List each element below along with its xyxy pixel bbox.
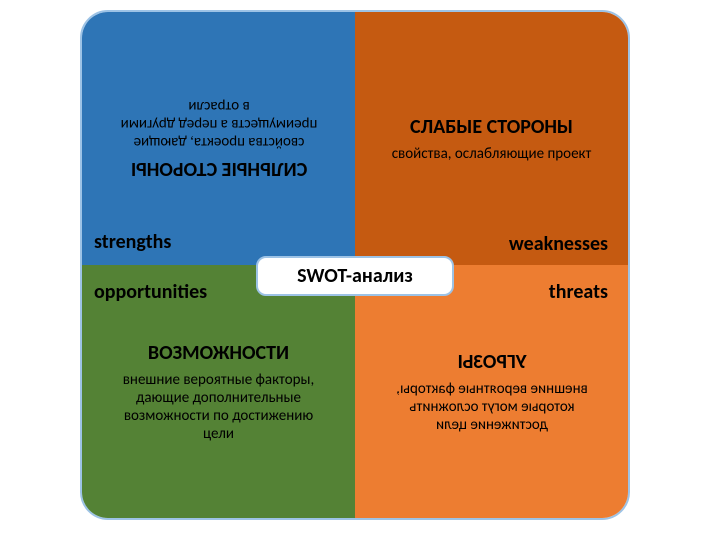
center-label: SWOT-анализ — [256, 256, 454, 296]
opportunities-title: ВОЗМОЖНОСТИ — [148, 341, 289, 365]
label-weaknesses-en: weaknesses — [509, 232, 608, 256]
threats-desc: внешние вероятные факторы, которые могут… — [392, 380, 592, 434]
weaknesses-title: СЛАБЫЕ СТОРОНЫ — [410, 115, 573, 139]
quadrant-weaknesses: СЛАБЫЕ СТОРОНЫ свойства, ослабляющие про… — [355, 12, 628, 265]
label-threats-en: threats — [549, 280, 608, 304]
strengths-desc: свойства проекта, дающие преимуществ а п… — [119, 97, 319, 151]
quadrant-strengths: СИЛЬНЫЕ СТОРОНЫ свойства проекта, дающие… — [82, 12, 355, 265]
label-opportunities-en: opportunities — [94, 280, 207, 304]
threats-title: УГРОЗЫ — [457, 350, 526, 374]
label-strengths-en: strengths — [94, 230, 171, 254]
strengths-title: СИЛЬНЫЕ СТОРОНЫ — [130, 157, 306, 181]
opportunities-desc: внешние вероятные факторы, дающие дополн… — [119, 371, 319, 443]
weaknesses-desc: свойства, ослабляющие проект — [392, 145, 592, 163]
